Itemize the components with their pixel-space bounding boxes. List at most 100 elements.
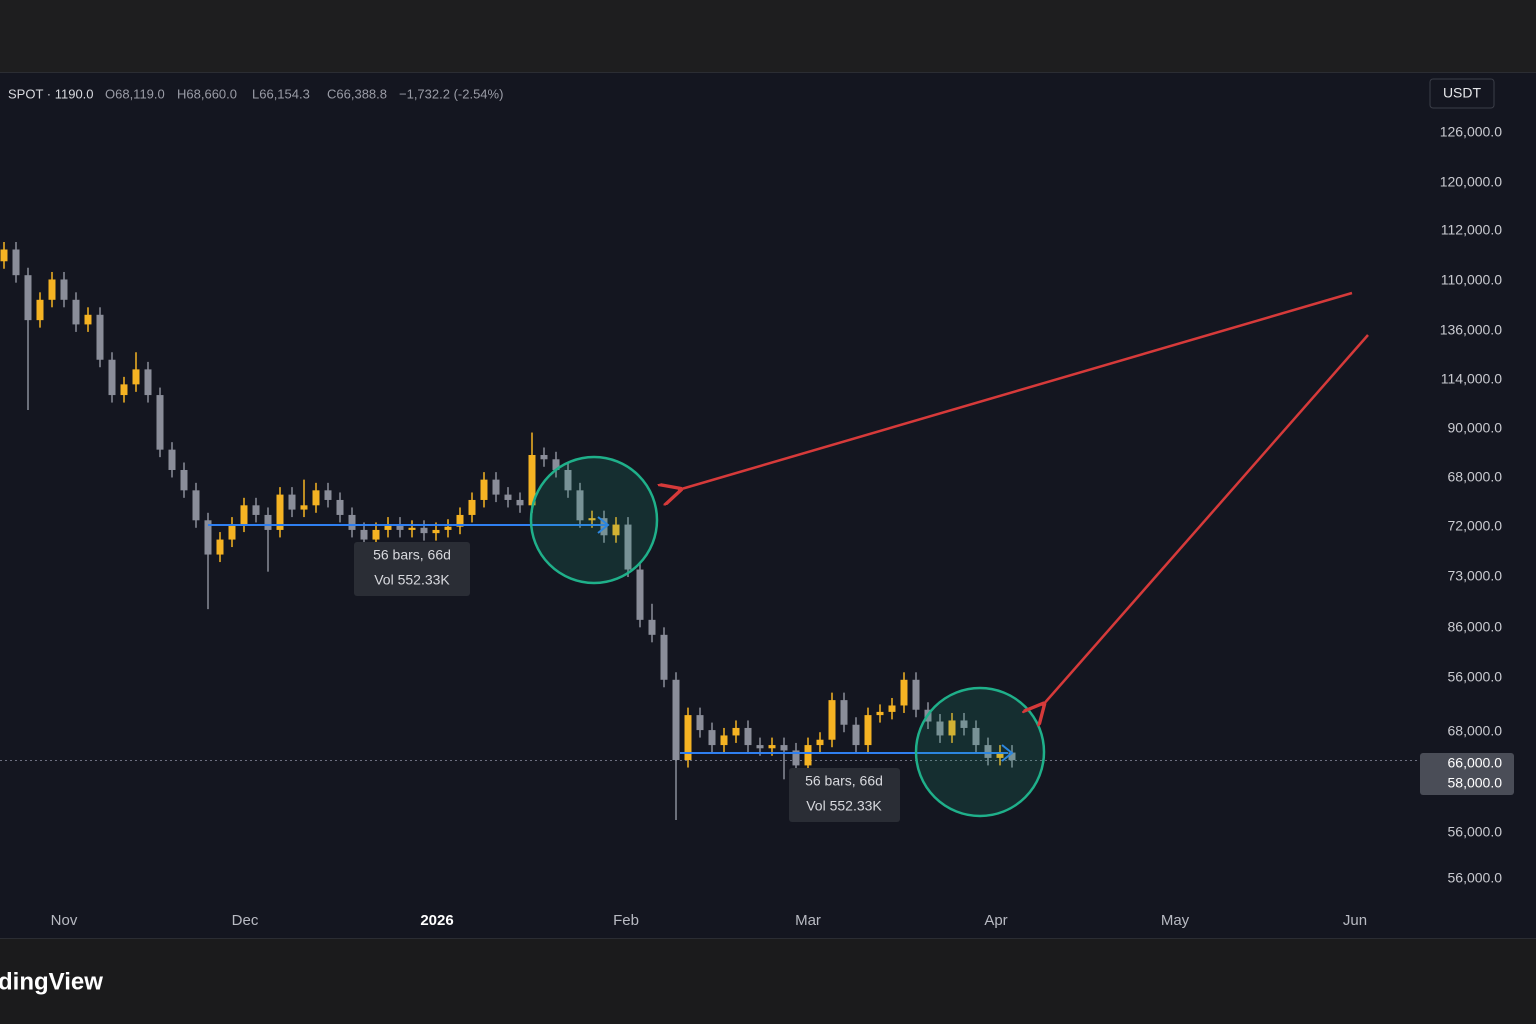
- candle-body: [432, 529, 440, 534]
- candle-body: [876, 711, 884, 716]
- candle-body: [852, 724, 860, 746]
- candle-body: [936, 721, 944, 736]
- candle-body: [348, 514, 356, 530]
- candle-body: [516, 499, 524, 506]
- candle-body: [132, 369, 140, 385]
- candle-body: [1008, 752, 1016, 761]
- measure-tooltip: [354, 542, 470, 596]
- candle-body: [492, 479, 500, 495]
- candle-body: [240, 505, 248, 525]
- candle-body: [744, 727, 752, 746]
- candle-body: [636, 569, 644, 620]
- candle-body: [276, 494, 284, 530]
- candle-body: [36, 299, 44, 321]
- close: C66,388.8: [327, 86, 387, 101]
- candle-body: [264, 514, 272, 530]
- measure-volume: Vol 552.33K: [806, 798, 882, 814]
- candle-body: [984, 745, 992, 758]
- price-label: 72,000.0: [1448, 518, 1503, 534]
- price-label: 68,000.0: [1448, 723, 1503, 739]
- currency-button[interactable]: [1429, 78, 1495, 109]
- candle-body: [612, 524, 620, 536]
- candle-body: [228, 524, 236, 540]
- time-label: Feb: [613, 912, 639, 929]
- candle-body: [360, 529, 368, 540]
- candle-body: [312, 490, 320, 506]
- time-label: Dec: [232, 912, 259, 929]
- candle-body: [660, 634, 668, 680]
- candle-body: [564, 469, 572, 491]
- price-label: 120,000.0: [1440, 174, 1502, 190]
- candle-body: [552, 459, 560, 470]
- candle-body: [144, 369, 152, 396]
- candle-body: [540, 455, 548, 460]
- price-label: 73,000.0: [1448, 568, 1503, 584]
- candle-body: [888, 705, 896, 712]
- price-badge-label: 58,000.0: [1448, 775, 1503, 791]
- candle-body: [444, 526, 452, 530]
- bottom-bar: [0, 938, 1536, 1024]
- candle-body: [804, 745, 812, 766]
- candle-body: [648, 619, 656, 635]
- candle-body: [204, 520, 212, 555]
- time-label: Nov: [51, 912, 78, 929]
- change: −1,732.2 (-2.54%): [399, 86, 503, 101]
- candle-body: [180, 469, 188, 491]
- candle-body: [768, 745, 776, 749]
- candle-body: [216, 539, 224, 555]
- high: H68,660.0: [177, 86, 237, 101]
- candle-body: [408, 527, 416, 530]
- candle-body: [792, 750, 800, 766]
- candle-body: [864, 715, 872, 746]
- candle-body: [528, 455, 536, 506]
- candle-body: [72, 299, 80, 325]
- red-arrow: [678, 291, 1353, 490]
- candle-body: [120, 384, 128, 396]
- open: O68,119.0: [105, 86, 165, 101]
- candle-body: [420, 527, 428, 534]
- candle-body: [720, 735, 728, 746]
- candle-body: [900, 679, 908, 706]
- time-label: 2026: [420, 912, 453, 929]
- price-label: 114,000.0: [1441, 371, 1502, 387]
- candle-body: [600, 518, 608, 536]
- candle-body: [84, 314, 92, 325]
- price-label: 136,000.0: [1440, 322, 1502, 338]
- candle-body: [192, 490, 200, 521]
- candle-body: [384, 524, 392, 530]
- candle-body: [288, 494, 296, 510]
- candle-body: [0, 249, 8, 262]
- candle-body: [48, 279, 56, 300]
- candle-body: [624, 524, 632, 570]
- top-bar: [0, 0, 1536, 72]
- time-label: Jun: [1343, 912, 1367, 929]
- candle-body: [756, 745, 764, 749]
- price-label: 56,000.0: [1448, 669, 1503, 685]
- candle-body: [780, 745, 788, 751]
- candle-body: [96, 314, 104, 360]
- currency-label[interactable]: USDT: [1443, 85, 1482, 101]
- candle-body: [708, 730, 716, 746]
- highlight-circle: [529, 455, 659, 585]
- symbol: SPOT · 1190.0: [8, 86, 94, 101]
- red-arrow: [1042, 334, 1369, 706]
- candle-body: [828, 700, 836, 740]
- time-label: Mar: [795, 912, 821, 929]
- price-label: 90,000.0: [1448, 420, 1503, 436]
- candle-body: [60, 279, 68, 300]
- candle-body: [588, 518, 596, 521]
- price-label: 110,000.0: [1441, 272, 1502, 288]
- candle-body: [456, 514, 464, 527]
- candle-body: [300, 505, 308, 510]
- candle-body: [480, 479, 488, 500]
- candle-body: [156, 395, 164, 450]
- measure-volume: Vol 552.33K: [374, 572, 450, 588]
- measure-arrow: [597, 516, 610, 534]
- candle-body: [12, 249, 20, 276]
- candle-body: [108, 359, 116, 396]
- candle-body: [840, 700, 848, 725]
- candle-body: [336, 499, 344, 515]
